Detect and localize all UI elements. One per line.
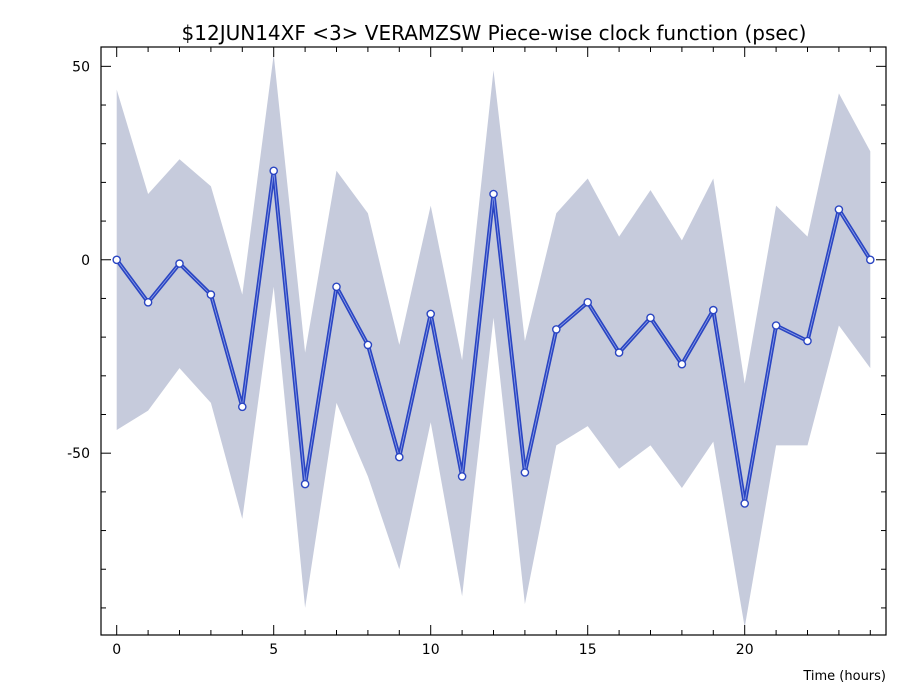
data-point bbox=[740, 499, 750, 508]
x-tick-label: 5 bbox=[269, 642, 278, 658]
data-point bbox=[237, 402, 247, 412]
error-band-layer bbox=[116, 54, 871, 628]
y-tick-label: -50 bbox=[67, 446, 90, 462]
data-point bbox=[709, 305, 718, 315]
y-tick-label: 50 bbox=[72, 59, 90, 75]
data-point bbox=[332, 282, 341, 292]
data-point bbox=[803, 336, 812, 346]
data-point bbox=[834, 205, 844, 214]
data-point bbox=[143, 297, 153, 307]
x-axis-label: Time (hours) bbox=[802, 669, 886, 684]
data-point bbox=[426, 309, 436, 319]
data-point bbox=[646, 313, 655, 323]
data-point bbox=[112, 255, 121, 265]
x-tick-label: 0 bbox=[112, 642, 121, 658]
data-point bbox=[771, 321, 781, 330]
error-band bbox=[116, 54, 871, 628]
data-point bbox=[583, 297, 593, 307]
plot-frame bbox=[100, 46, 887, 636]
y-tick-label: 0 bbox=[81, 253, 90, 269]
x-tick-label: 20 bbox=[736, 642, 754, 658]
data-point bbox=[394, 452, 404, 462]
data-point bbox=[489, 189, 498, 199]
data-point bbox=[175, 259, 184, 268]
data-point bbox=[866, 255, 875, 265]
data-point bbox=[520, 468, 530, 477]
y-tick-label-layer: -50 0 50 bbox=[67, 59, 90, 462]
data-point bbox=[552, 325, 561, 334]
x-tick-label: 15 bbox=[579, 642, 597, 658]
x-tick-label-layer: 0 5 10 15 20 bbox=[112, 642, 753, 658]
data-point bbox=[614, 348, 624, 357]
data-point bbox=[300, 479, 310, 489]
chart-title: $12JUN14XF <3> VERAMZSW Piece-wise clock… bbox=[182, 21, 807, 45]
data-point bbox=[677, 359, 687, 369]
data-point bbox=[206, 290, 216, 299]
data-point bbox=[457, 472, 467, 481]
data-point bbox=[363, 340, 373, 350]
data-point-layer bbox=[112, 166, 875, 508]
x-tick-label: 10 bbox=[422, 642, 440, 658]
data-point bbox=[269, 166, 279, 176]
